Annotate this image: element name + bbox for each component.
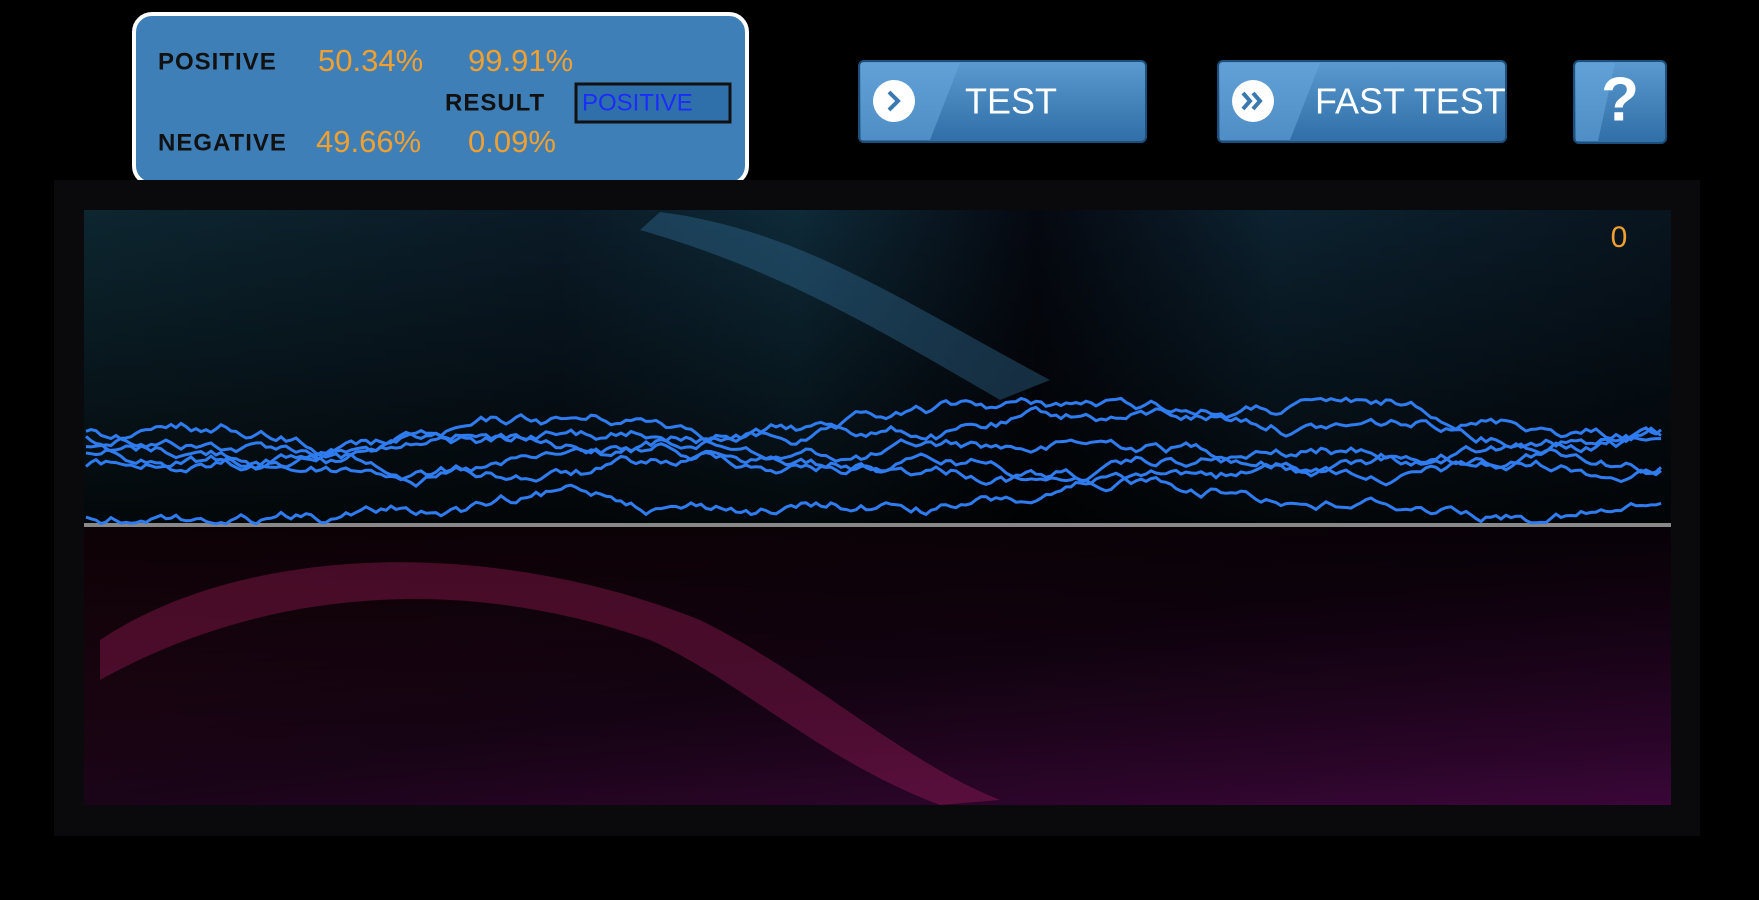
- icon-arrow: [887, 90, 901, 112]
- positive-label: POSITIVE: [158, 48, 277, 75]
- positive-value: 50.34%: [318, 43, 423, 78]
- walks: [85, 396, 1663, 526]
- walk-line: [85, 471, 1662, 526]
- bokeh-band: [640, 212, 1050, 400]
- walk-line: [85, 428, 1663, 487]
- result-label: RESULT: [445, 89, 545, 116]
- negative-label: NEGATIVE: [158, 129, 287, 156]
- fast-test-button[interactable]: FAST TEST: [1217, 60, 1507, 143]
- negative-value: 49.66%: [316, 124, 421, 159]
- test-button[interactable]: TEST: [858, 60, 1147, 143]
- counter: 0: [1611, 221, 1628, 254]
- result-value: POSITIVE: [582, 89, 693, 116]
- walk-line: [85, 421, 1662, 493]
- icon-arrow: [1251, 91, 1263, 111]
- walk-line: [85, 396, 1661, 489]
- positive-value: 99.91%: [468, 43, 573, 78]
- positive-shade: [84, 210, 1671, 525]
- icon-arrow: [1241, 91, 1253, 111]
- button-label[interactable]: FAST TEST: [1315, 81, 1506, 122]
- button-label[interactable]: TEST: [965, 81, 1057, 122]
- button-icon: [1232, 80, 1274, 122]
- button-shine: [1576, 63, 1615, 141]
- negative-value: 0.09%: [468, 124, 556, 159]
- negative-shade: [84, 527, 1671, 805]
- help-button[interactable]: ?: [1573, 60, 1667, 144]
- button-label[interactable]: ?: [1601, 65, 1639, 134]
- bokeh-band: [100, 562, 1000, 805]
- walk-line: [85, 405, 1662, 477]
- result-box: [574, 82, 732, 124]
- button-icon: [873, 80, 915, 122]
